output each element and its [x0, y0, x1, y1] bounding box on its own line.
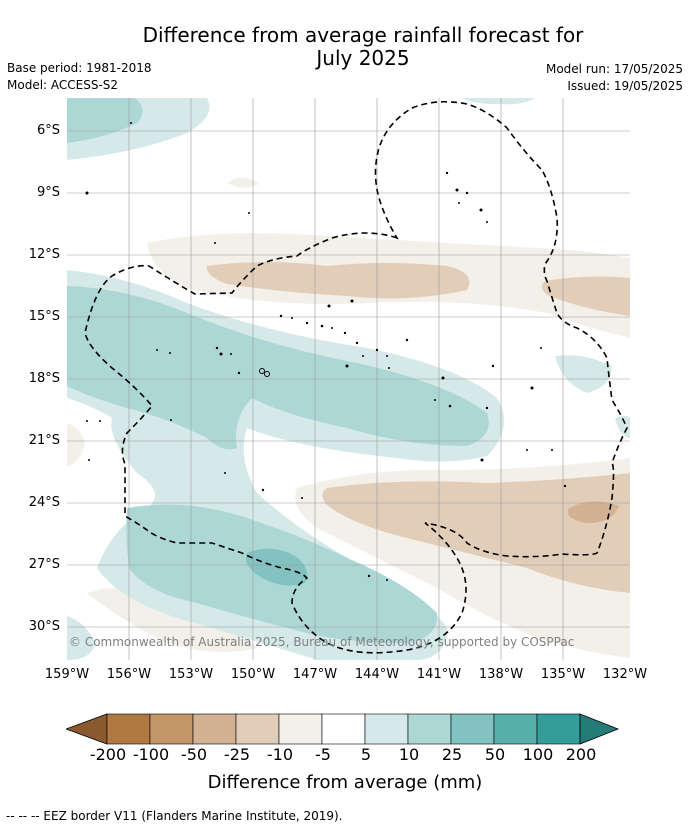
colorbar-segment — [450, 713, 495, 745]
lat-label-9s: 9°S — [36, 185, 60, 200]
colorbar-extend-high — [579, 713, 620, 745]
colorbar-tick-label: 50 — [484, 745, 506, 764]
colorbar-segment — [364, 713, 409, 745]
colorbar-tick-label: -50 — [180, 745, 208, 764]
colorbar-tick-label: -25 — [223, 745, 251, 764]
eez-legend: -- -- -- EEZ border V11 (Flanders Marine… — [6, 809, 343, 823]
colorbar-tick-label: 200 — [565, 745, 597, 764]
colorbar-tick-label: 5 — [360, 745, 372, 764]
colorbar-extend-low — [66, 713, 108, 745]
colorbar-tick-label: -5 — [315, 745, 331, 764]
map-svg — [67, 98, 630, 660]
wet-band-core — [67, 286, 489, 450]
lon-label-132w: 132°W — [602, 667, 648, 682]
dry-region-north-core — [206, 262, 470, 299]
base-period: Base period: 1981-2018 — [7, 61, 152, 75]
dry-region-east-core — [541, 276, 630, 316]
lon-label-159w: 159°W — [44, 667, 90, 682]
colorbar-tick-label: -200 — [89, 745, 127, 764]
lon-label-156w: 156°W — [106, 667, 152, 682]
meta-right: Model run: 17/05/2025 Issued: 19/05/2025 — [546, 61, 683, 95]
colorbar-segment — [278, 713, 323, 745]
lon-label-150w: 150°W — [230, 667, 276, 682]
lat-label-21s: 21°S — [28, 433, 60, 448]
colorbar-segment — [106, 713, 151, 745]
title-line-1: Difference from average rainfall forecas… — [142, 23, 584, 47]
lon-label-138w: 138°W — [478, 667, 524, 682]
lat-label-24s: 24°S — [28, 495, 60, 510]
colorbar-tick-label: 10 — [398, 745, 420, 764]
model-name: Model: ACCESS-S2 — [7, 78, 119, 92]
map-area[interactable] — [67, 98, 630, 660]
wet-patch-east-edge — [615, 416, 630, 438]
lat-label-15s: 15°S — [28, 309, 60, 324]
dry-patch-west — [67, 423, 85, 466]
colorbar-segment — [493, 713, 538, 745]
wet-patch-east — [555, 355, 612, 393]
colorbar-segment — [321, 713, 366, 745]
wet-region-ne — [462, 98, 535, 105]
colorbar-title: Difference from average (mm) — [207, 772, 483, 793]
title-line-2: July 2025 — [316, 46, 410, 70]
colorbar-segment — [192, 713, 237, 745]
lat-label-27s: 27°S — [28, 557, 60, 572]
lat-label-30s: 30°S — [28, 619, 60, 634]
model-run: Model run: 17/05/2025 — [545, 62, 683, 76]
colorbar-segment — [407, 713, 452, 745]
eez-border — [84, 100, 628, 654]
lon-label-153w: 153°W — [168, 667, 214, 682]
issued-date: Issued: 19/05/2025 — [567, 79, 683, 93]
map-title: Difference from average rainfall forecas… — [95, 24, 631, 70]
dry-region-south-inner — [567, 501, 619, 524]
lon-label-141w: 141°W — [416, 667, 462, 682]
lon-label-135w: 135°W — [540, 667, 586, 682]
colorbar-segment — [536, 713, 581, 745]
colorbar-segment — [149, 713, 194, 745]
colorbar-segment — [235, 713, 280, 745]
meta-left: Base period: 1981-2018 Model: ACCESS-S2 — [7, 60, 152, 94]
islands — [85, 122, 567, 581]
lat-label-6s: 6°S — [36, 123, 60, 138]
lat-label-18s: 18°S — [28, 371, 60, 386]
dry-patch-sw — [87, 587, 257, 652]
colorbar-tick-label: -10 — [266, 745, 294, 764]
copyright-notice: © Commonwealth of Australia 2025, Bureau… — [69, 635, 575, 649]
colorbar — [66, 713, 620, 745]
lat-label-12s: 12°S — [28, 247, 60, 262]
colorbar-tick-label: 25 — [441, 745, 463, 764]
dry-patch-nw — [227, 177, 259, 188]
grid-lines — [67, 98, 630, 660]
colorbar-tick-label: 100 — [522, 745, 554, 764]
lon-label-147w: 147°W — [292, 667, 338, 682]
wet-region-north-core — [67, 98, 143, 143]
lon-label-144w: 144°W — [354, 667, 400, 682]
colorbar-tick-label: -100 — [132, 745, 170, 764]
